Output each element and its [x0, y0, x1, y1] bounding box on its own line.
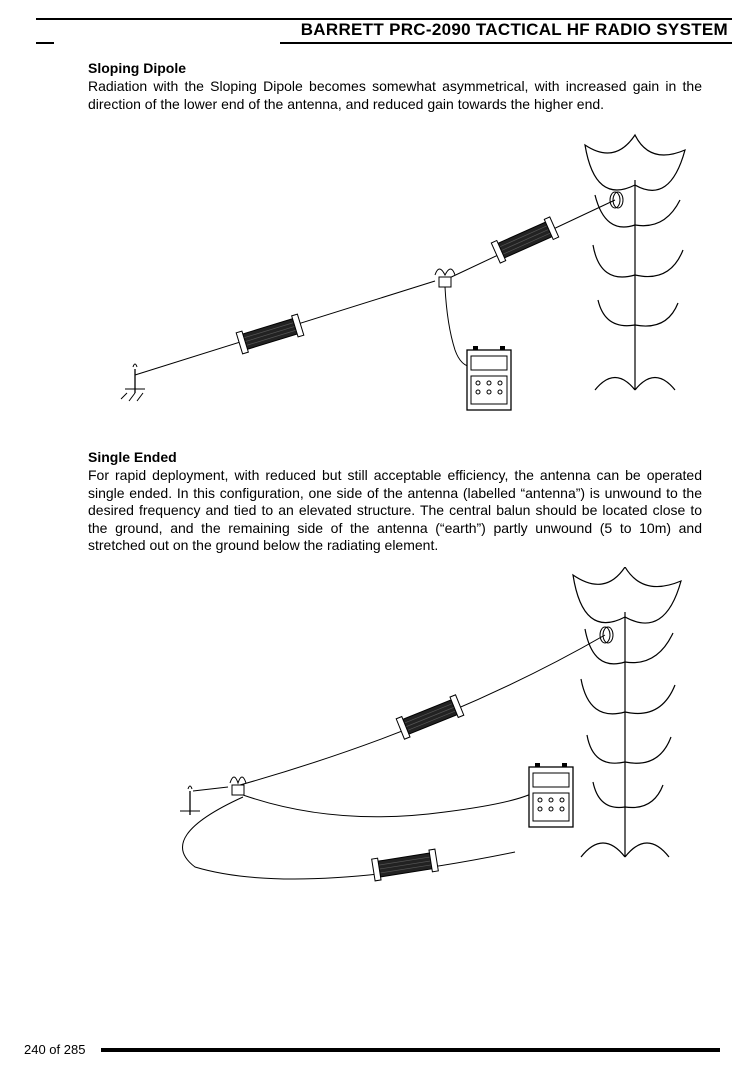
footer-rule	[101, 1048, 720, 1052]
diagram-sloping-dipole-icon	[95, 125, 695, 425]
document-header-title: BARRETT PRC-2090 TACTICAL HF RADIO SYSTE…	[297, 20, 732, 40]
page-footer: 240 of 285	[24, 1042, 720, 1057]
section-body-single-ended: For rapid deployment, with reduced but s…	[88, 467, 702, 555]
header-rule-bottom-right	[280, 42, 732, 44]
section-title-sloping-dipole: Sloping Dipole	[88, 60, 702, 76]
header-rule-bottom-left	[36, 42, 54, 44]
figure-sloping-dipole	[88, 125, 702, 425]
page-content: Sloping Dipole Radiation with the Slopin…	[88, 60, 702, 921]
section-body-sloping-dipole: Radiation with the Sloping Dipole become…	[88, 78, 702, 113]
page-number: 240 of 285	[24, 1042, 85, 1057]
section-title-single-ended: Single Ended	[88, 449, 702, 465]
figure-single-ended	[88, 567, 702, 897]
diagram-single-ended-icon	[95, 567, 695, 897]
